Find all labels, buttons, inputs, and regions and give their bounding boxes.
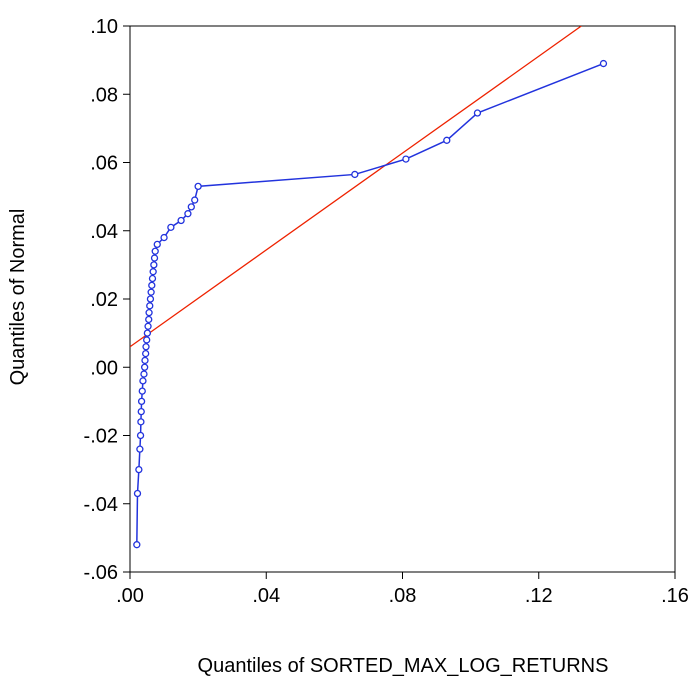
data-point bbox=[473, 109, 482, 117]
reference-line bbox=[130, 26, 582, 348]
data-point bbox=[147, 288, 155, 296]
data-point bbox=[148, 281, 156, 290]
x-tick-label: .08 bbox=[389, 585, 417, 607]
data-point bbox=[146, 302, 154, 310]
y-tick-label: -.06 bbox=[84, 562, 118, 584]
data-point bbox=[143, 329, 152, 337]
data-point bbox=[191, 196, 199, 204]
data-point bbox=[148, 274, 157, 283]
x-tick-label: .12 bbox=[525, 585, 553, 607]
data-point bbox=[137, 407, 145, 416]
data-point bbox=[150, 254, 159, 262]
data-point bbox=[187, 203, 195, 211]
y-tick-label: .02 bbox=[90, 289, 118, 311]
data-point bbox=[599, 59, 608, 68]
data-point bbox=[153, 240, 161, 249]
data-point bbox=[144, 322, 152, 330]
plot-frame bbox=[129, 25, 676, 573]
data-point bbox=[145, 315, 153, 324]
x-tick-label: .16 bbox=[661, 585, 689, 607]
data-point bbox=[149, 268, 157, 276]
x-tick-label: .04 bbox=[252, 585, 280, 607]
data-point bbox=[141, 356, 149, 365]
data-point bbox=[145, 308, 153, 317]
data-point bbox=[137, 418, 145, 426]
data-point bbox=[167, 223, 175, 231]
data-point bbox=[142, 349, 150, 358]
data-point bbox=[135, 465, 143, 474]
y-tick-label: .08 bbox=[90, 84, 118, 106]
data-point bbox=[177, 216, 185, 225]
data-point bbox=[137, 397, 146, 406]
x-tick-label: .00 bbox=[116, 585, 144, 607]
data-point bbox=[139, 377, 147, 385]
data-point bbox=[402, 155, 410, 163]
y-tick-label: -.04 bbox=[84, 494, 118, 516]
data-point bbox=[443, 136, 451, 144]
data-point bbox=[138, 387, 146, 395]
data-point bbox=[151, 247, 159, 255]
data-point bbox=[136, 445, 144, 453]
y-tick-label: -.02 bbox=[84, 426, 118, 448]
data-point bbox=[194, 182, 202, 191]
data-point bbox=[136, 431, 145, 440]
data-point bbox=[184, 210, 192, 218]
data-point bbox=[146, 295, 155, 303]
data-point bbox=[351, 170, 359, 179]
data-point bbox=[133, 541, 141, 549]
data-point bbox=[140, 370, 148, 378]
data-point bbox=[160, 233, 168, 242]
x-axis-title: Quantiles of SORTED_MAX_LOG_RETURNS bbox=[198, 655, 609, 677]
data-point bbox=[150, 261, 158, 269]
data-point bbox=[133, 489, 142, 498]
y-tick-label: .10 bbox=[90, 16, 118, 38]
y-tick-label: .04 bbox=[90, 221, 118, 243]
data-point bbox=[140, 363, 149, 371]
y-tick-label: .00 bbox=[90, 357, 118, 379]
data-point bbox=[143, 336, 151, 344]
data-point bbox=[142, 343, 150, 351]
y-tick-label: .06 bbox=[90, 153, 118, 175]
y-axis-title: Quantiles of Normal bbox=[7, 209, 29, 386]
